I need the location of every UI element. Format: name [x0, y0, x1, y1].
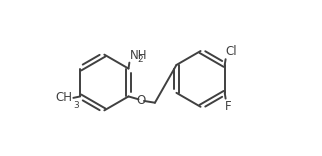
- Text: 2: 2: [138, 54, 144, 63]
- Text: O: O: [137, 94, 146, 107]
- Text: 3: 3: [73, 101, 79, 110]
- Text: F: F: [225, 100, 232, 113]
- Text: CH: CH: [56, 91, 73, 104]
- Text: Cl: Cl: [225, 45, 237, 58]
- Text: NH: NH: [130, 49, 148, 62]
